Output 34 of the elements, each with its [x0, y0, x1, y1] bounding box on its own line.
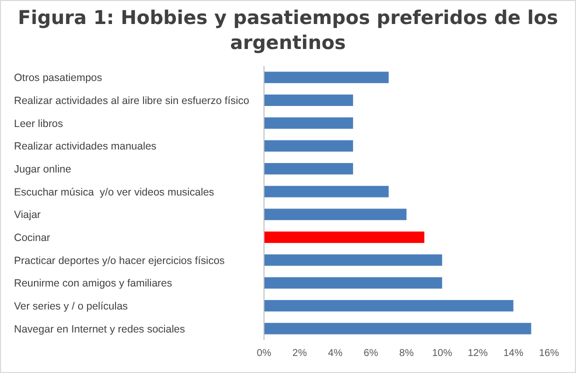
bar	[264, 94, 354, 106]
bar	[264, 140, 354, 152]
x-tick-label: 8%	[399, 348, 414, 359]
y-tick-label: Realizar actividades manuales	[14, 140, 156, 153]
x-tick-label: 4%	[328, 348, 343, 359]
x-tick-label: 2%	[292, 348, 307, 359]
bar	[264, 208, 406, 220]
bar	[264, 72, 389, 84]
bar	[264, 163, 354, 174]
y-tick-label: Realizar actividades al aire libre sin esfuerzo físico	[14, 94, 250, 107]
y-tick-label: Escuchar música y/o ver videos musicales	[14, 186, 214, 198]
y-tick-label: Otros pasatiempos	[14, 72, 102, 84]
y-tick-label: Navegar en Internet y redes sociales	[14, 323, 186, 336]
bar	[264, 277, 442, 289]
bar	[264, 186, 389, 198]
y-tick-label: Practicar deportes y/o hacer ejercicios físicos	[14, 254, 225, 267]
bar	[264, 300, 514, 312]
y-tick-label: Ver series y / o películas	[14, 300, 128, 312]
chart-title: Figura 1: Hobbies y pasatiempos preferidos de los argentinos	[18, 7, 558, 54]
x-tick-label: 10%	[432, 348, 452, 359]
x-tick-label: 12%	[468, 348, 488, 359]
x-tick-label: 16%	[538, 348, 560, 359]
x-tick-label: 0%	[256, 348, 272, 359]
bar	[264, 254, 442, 266]
y-tick-label: Cocinar	[14, 232, 51, 244]
y-tick-label: Leer libros	[14, 118, 64, 130]
bar	[264, 322, 532, 334]
bar	[264, 117, 354, 129]
y-tick-label: Reunirme con amigos y familiares	[14, 278, 172, 290]
bar	[264, 232, 424, 243]
y-tick-label: Viajar	[14, 209, 42, 222]
y-tick-label: Jugar online	[14, 163, 72, 176]
x-tick-label: 14%	[503, 348, 524, 359]
x-tick-label: 6%	[364, 348, 378, 359]
